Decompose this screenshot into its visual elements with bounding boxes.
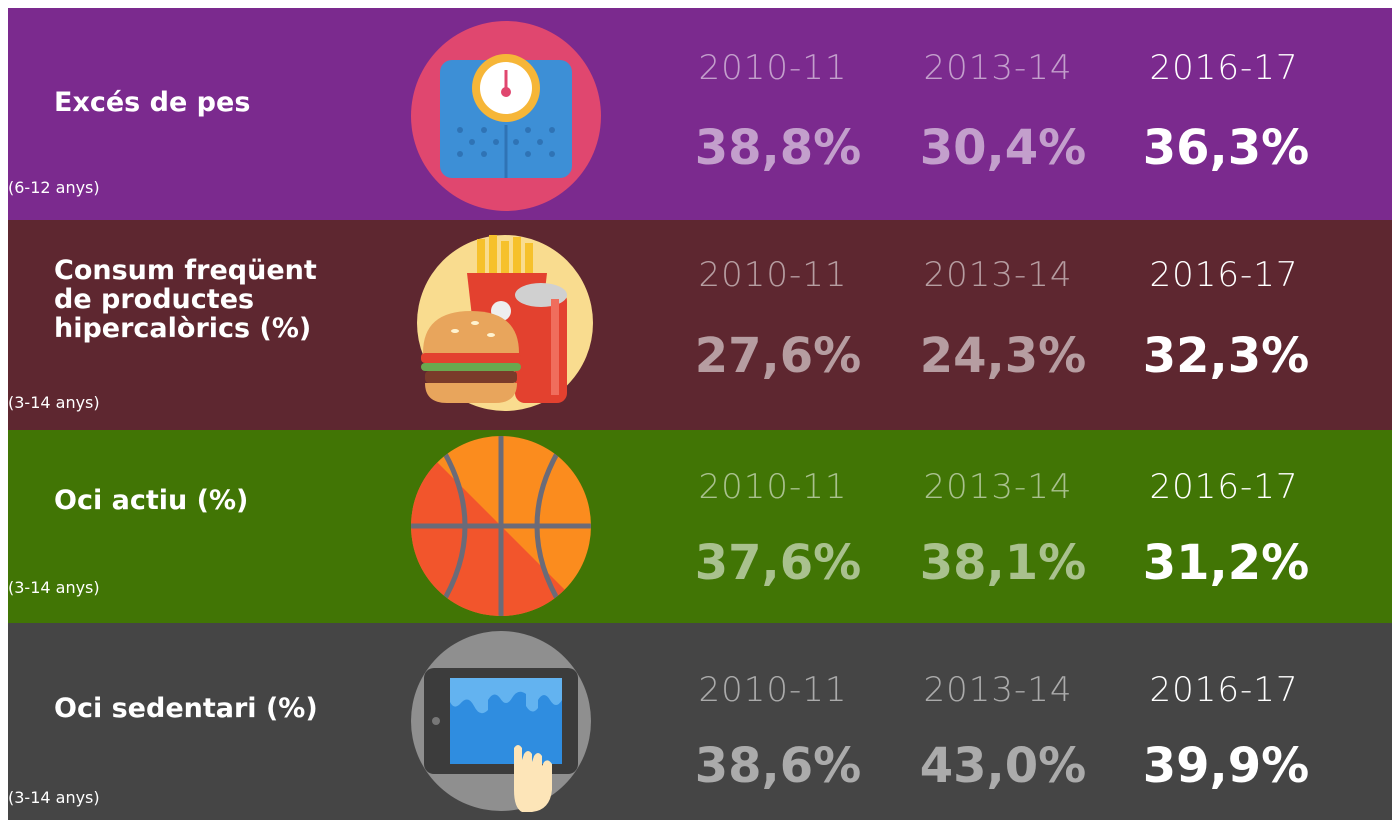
value-label: 27,6% (694, 328, 862, 384)
value-label: 38,1% (919, 535, 1087, 591)
value-label: 24,3% (919, 328, 1087, 384)
row: Oci sedentari (%) (3-14 anys) 2010-11 2013-… (8, 623, 1392, 820)
row-title: de productes (54, 284, 255, 315)
period-label: 2010-11 (698, 48, 848, 88)
row-title: Excés de pes (54, 87, 251, 118)
value-label: 38,6% (694, 738, 862, 794)
period-label: 2013-14 (923, 467, 1073, 507)
row-title: Oci sedentari (%) (54, 693, 318, 724)
period-label: 2010-11 (698, 467, 848, 507)
period-label: 2016-17 (1149, 467, 1299, 507)
value-label: 43,0% (919, 738, 1087, 794)
value-label: 31,2% (1142, 535, 1310, 591)
row-title: Consum freqüent (54, 255, 317, 286)
scale-icon (411, 21, 601, 211)
ball-icon (411, 436, 591, 616)
row-subtitle: (6-12 anys) (8, 178, 100, 197)
row-subtitle: (3-14 anys) (8, 578, 100, 597)
value-label: 39,9% (1142, 738, 1310, 794)
row: Oci actiu (%) (3-14 anys) 2010-11 2013-14 20… (8, 430, 1392, 623)
row-subtitle: (3-14 anys) (8, 393, 100, 412)
period-label: 2010-11 (698, 670, 848, 710)
row-title: Oci actiu (%) (54, 485, 249, 516)
row: Excés de pes (6-12 anys) 2010-11 2013-14 201… (8, 8, 1392, 220)
period-label: 2010-11 (698, 255, 848, 295)
value-label: 36,3% (1142, 120, 1310, 176)
period-label: 2016-17 (1149, 48, 1299, 88)
food-icon (417, 235, 593, 411)
period-label: 2016-17 (1149, 255, 1299, 295)
value-label: 38,8% (694, 120, 862, 176)
value-label: 30,4% (919, 120, 1087, 176)
value-label: 37,6% (694, 535, 862, 591)
period-label: 2013-14 (923, 48, 1073, 88)
period-label: 2013-14 (923, 255, 1073, 295)
value-label: 32,3% (1142, 328, 1310, 384)
row: Consum freqüent de productes hipercalòrics… (8, 220, 1392, 430)
row-subtitle: (3-14 anys) (8, 788, 100, 807)
row-title: hipercalòrics (%) (54, 313, 312, 344)
tablet-icon (411, 631, 591, 812)
period-label: 2013-14 (923, 670, 1073, 710)
period-label: 2016-17 (1149, 670, 1299, 710)
